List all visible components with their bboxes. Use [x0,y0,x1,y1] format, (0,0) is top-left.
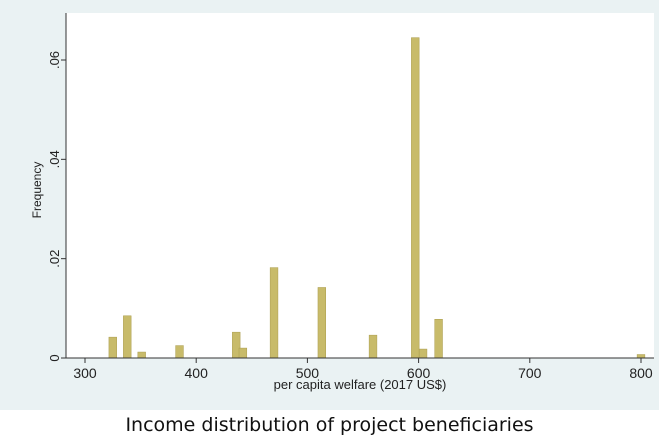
histogram-bar [636,354,646,359]
histogram-bar [108,336,117,359]
histogram-bar [269,267,279,359]
histogram-bar [368,334,378,359]
plot-area [66,13,654,358]
histogram-chart: 300 400 500 600 700 800 0 .02 .04 .06 per capita… [0,0,659,410]
y-tick-label: .02 [47,250,62,268]
histogram-bar [317,287,326,359]
x-tick-label: 300 [73,365,97,381]
x-tick-label: 700 [518,365,542,381]
x-ticks-layer: 300 400 500 600 700 800 [73,358,653,381]
chart-caption: Income distribution of project beneficia… [125,414,534,436]
x-axis-label: per capita welfare (2017 US$) [274,377,447,392]
y-tick-label: .06 [47,51,62,69]
histogram-bar [175,345,184,359]
x-tick-label: 600 [407,365,431,381]
histogram-bar [434,319,443,359]
y-ticks-layer: 0 .02 .04 .06 [47,51,66,362]
y-tick-label: 0 [47,354,62,361]
y-axis-label: Frequency [30,162,44,219]
x-tick-label: 400 [185,365,209,381]
histogram-bar [238,347,248,359]
x-tick-label: 500 [296,365,320,381]
y-tick-label: .04 [47,150,62,168]
histogram-bar [411,37,420,359]
histogram-bar [123,315,132,359]
x-tick-label: 800 [629,365,653,381]
histogram-bar [418,348,428,359]
histogram-bar [137,351,146,359]
